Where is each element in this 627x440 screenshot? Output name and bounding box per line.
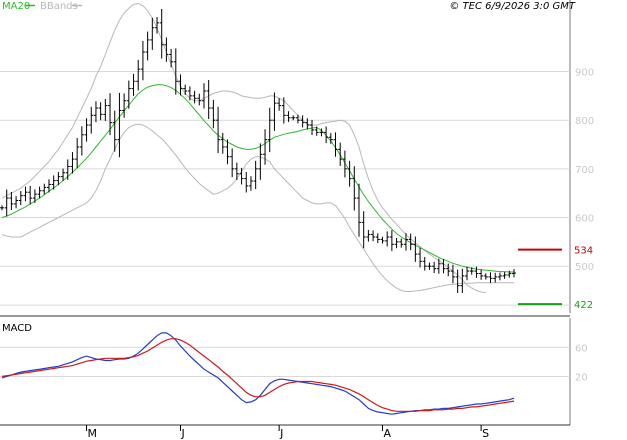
legend-ma20-label: MA20 bbox=[2, 1, 30, 12]
legend-bbands-label: BBands bbox=[40, 1, 78, 12]
macd-panel-title: MACD bbox=[2, 323, 32, 334]
price-y-tick-label: 900 bbox=[575, 68, 594, 79]
price-y-tick-label: 600 bbox=[575, 214, 594, 225]
price-grid: 500 600 700 800 900 bbox=[0, 68, 594, 306]
macd-lines bbox=[1, 332, 515, 415]
macd-y-tick-label: 20 bbox=[575, 372, 588, 383]
bband-upper-line bbox=[1, 2, 486, 293]
resistance-level-label: 534 bbox=[574, 246, 593, 257]
copyright-text: © TEC 6/9/2026 3:0 GMT bbox=[449, 1, 576, 12]
x-tick-label: S bbox=[482, 427, 489, 440]
price-y-tick-label: 500 bbox=[575, 262, 594, 273]
support-level-label: 422 bbox=[574, 300, 593, 311]
price-y-tick-label: 700 bbox=[575, 165, 594, 176]
x-tick-label: M bbox=[88, 427, 98, 440]
macd-y-tick-label: 60 bbox=[575, 343, 588, 354]
ohlc-bars bbox=[0, 8, 516, 293]
macd-signal-line bbox=[1, 338, 515, 412]
bband-lower-line bbox=[1, 123, 514, 292]
support-resistance-levels bbox=[518, 248, 562, 306]
ma20-line bbox=[1, 84, 514, 273]
macd-line bbox=[1, 332, 515, 415]
price-y-tick-label: 800 bbox=[575, 116, 594, 127]
ma20-series-line bbox=[1, 84, 514, 273]
x-tick-label: A bbox=[383, 427, 391, 440]
bollinger-bands bbox=[1, 2, 514, 293]
x-tick-label: J bbox=[180, 427, 184, 440]
x-tick-label: J bbox=[279, 427, 283, 440]
